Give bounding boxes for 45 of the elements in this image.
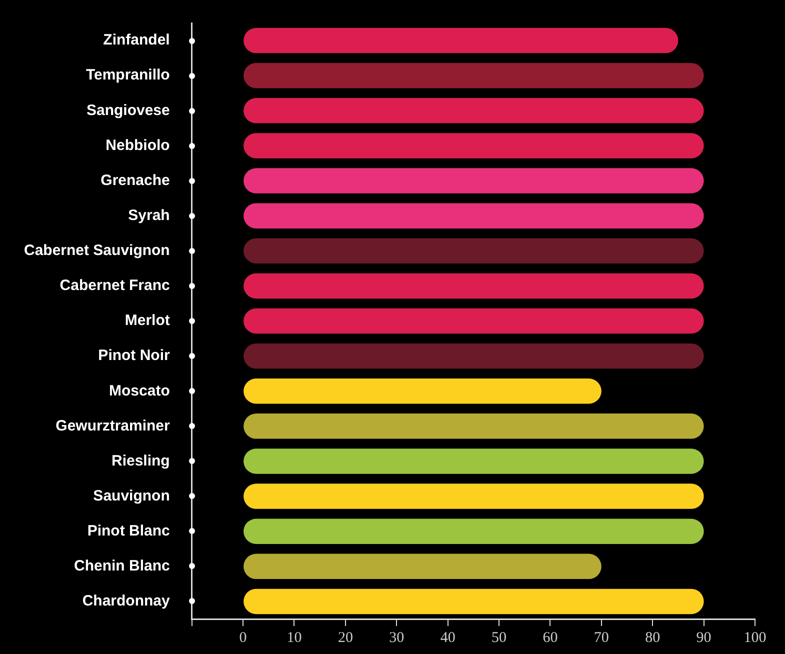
bar bbox=[244, 484, 704, 509]
bar bbox=[244, 448, 704, 474]
x-tick-label: 70 bbox=[594, 630, 609, 646]
bar bbox=[244, 273, 704, 299]
bar bbox=[244, 203, 704, 228]
x-tick-label: 90 bbox=[696, 630, 712, 646]
x-tick-label: 10 bbox=[286, 630, 302, 646]
bar bbox=[244, 133, 704, 158]
x-tick-label: 30 bbox=[389, 630, 404, 646]
bar bbox=[244, 308, 704, 334]
x-tick-label: 20 bbox=[338, 630, 353, 646]
bar bbox=[244, 62, 704, 88]
bar bbox=[244, 343, 704, 369]
y-tick-label: Cabernet Sauvignon bbox=[24, 242, 170, 260]
bar bbox=[244, 28, 678, 54]
bar bbox=[244, 378, 602, 404]
bar bbox=[244, 168, 704, 194]
y-tick-label: Grenache bbox=[100, 172, 170, 189]
y-tick-label: Syrah bbox=[128, 206, 170, 224]
y-tick-label: Riesling bbox=[111, 452, 170, 470]
y-tick-label: Pinot Noir bbox=[98, 347, 170, 364]
bar bbox=[244, 238, 704, 264]
x-tick-label: 80 bbox=[645, 630, 660, 646]
x-tick-label: 60 bbox=[542, 630, 558, 646]
y-tick-label: Sauvignon bbox=[93, 487, 170, 504]
y-tick-label: Cabernet Franc bbox=[60, 277, 170, 294]
y-tick-label: Merlot bbox=[124, 312, 170, 330]
bar bbox=[244, 588, 704, 614]
y-tick-label: Tempranillo bbox=[86, 66, 170, 84]
bar bbox=[244, 518, 704, 544]
y-tick-label: Chardonnay bbox=[82, 592, 171, 610]
y-tick-label: Pinot Blanc bbox=[87, 522, 170, 540]
x-tick-label: 40 bbox=[440, 630, 456, 646]
x-tick-label: 0 bbox=[239, 630, 247, 646]
bar bbox=[244, 554, 602, 580]
bar bbox=[244, 98, 704, 124]
y-tick-label: Sangiovese bbox=[86, 102, 170, 119]
y-tick-label: Nebbiolo bbox=[106, 136, 170, 154]
y-tick-label: Zinfandel bbox=[103, 32, 170, 49]
y-tick-label: Moscato bbox=[109, 382, 170, 400]
y-tick-label: Chenin Blanc bbox=[74, 558, 170, 575]
x-tick-label: 100 bbox=[744, 630, 766, 646]
bar bbox=[244, 414, 704, 439]
y-tick-label: Gewurztraminer bbox=[56, 417, 170, 434]
x-tick-label: 50 bbox=[492, 630, 507, 646]
